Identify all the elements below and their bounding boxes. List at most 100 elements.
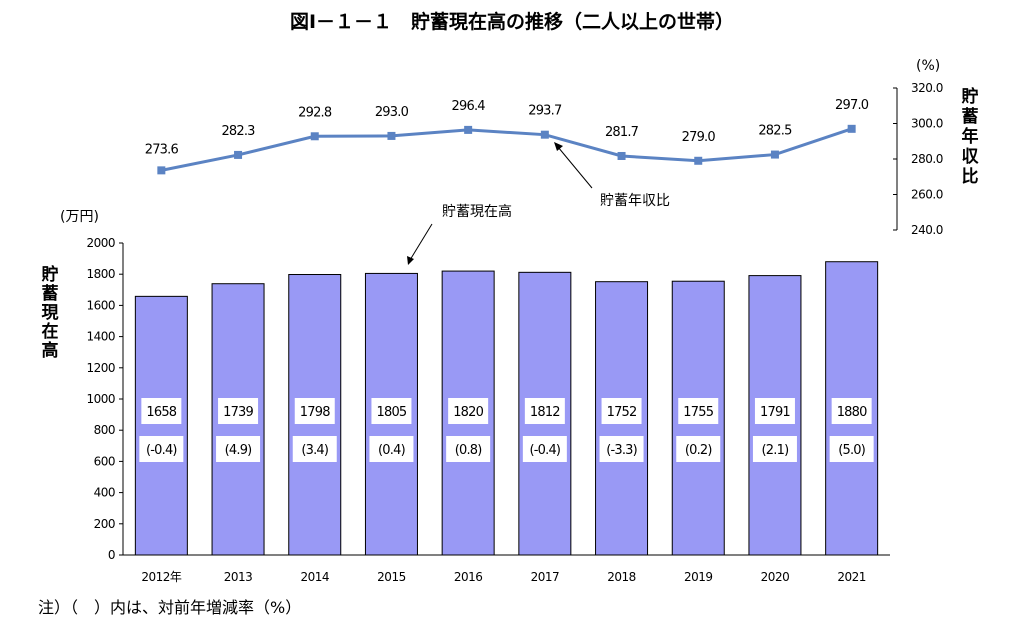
bar-change-label-bg [599, 436, 644, 462]
line-marker [464, 125, 473, 134]
bar-value-label: 1805 [377, 405, 407, 420]
line-y-tick-label: 260.0 [911, 188, 943, 202]
bar-value-label-bg [218, 398, 259, 424]
x-tick-label: 2021 [837, 570, 866, 584]
bar-y-axis-label-char: 現 [42, 303, 59, 323]
bar-y-unit: (万円) [60, 209, 99, 225]
line-y-tick-label: 280.0 [911, 152, 943, 166]
bar-change-label-bg [446, 436, 491, 462]
bar-change-label: (3.4) [301, 443, 328, 458]
bar-value-label-bg [524, 398, 565, 424]
x-tick-label: 2012年 [141, 570, 182, 584]
bar-y-tick-label: 2000 [86, 236, 115, 250]
line-y-tick-label: 300.0 [911, 117, 943, 131]
bar-change-label: (0.2) [685, 443, 712, 458]
bar-value-label: 1752 [607, 405, 637, 420]
bar-value-label: 1820 [453, 405, 483, 420]
x-tick-label: 2017 [531, 570, 560, 584]
bar-y-axis-label-char: 蓄 [42, 283, 59, 304]
bar-y-tick-label: 1000 [86, 392, 115, 406]
bar-change-label: (-0.4) [146, 443, 177, 458]
line-annotation: 貯蓄年収比 [600, 193, 670, 209]
bar-y-tick-label: 800 [94, 423, 115, 437]
bar-change-label: (5.0) [838, 443, 865, 458]
line-annotation-arrowhead [554, 142, 563, 151]
x-tick-label: 2018 [607, 570, 636, 584]
bar-value-label: 1812 [530, 405, 560, 420]
bar-annotation-arrow [409, 223, 433, 261]
x-tick-label: 2016 [454, 570, 483, 584]
bar-change-label: (-0.4) [529, 443, 560, 458]
bar-change-label-bg [216, 436, 261, 462]
line-marker [847, 124, 856, 133]
bar-value-label: 1798 [300, 405, 330, 420]
bar-value-label-bg [294, 398, 335, 424]
line-annotation-arrow [557, 146, 593, 189]
line-y-axis-label-char: 比 [962, 166, 979, 187]
line-marker [234, 150, 243, 159]
bar-change-label-bg [139, 436, 184, 462]
bar-value-label: 1658 [146, 405, 176, 420]
bar-change-label-bg [369, 436, 414, 462]
bar-y-tick-label: 600 [94, 454, 115, 468]
line-value-label: 282.5 [758, 124, 792, 139]
bar-value-label: 1755 [683, 405, 713, 420]
bar-change-label: (4.9) [225, 443, 252, 458]
bar-y-axis-label-char: 高 [42, 340, 59, 361]
bar [134, 295, 188, 556]
bar-change-label-bg [676, 436, 721, 462]
line-y-tick-label: 320.0 [911, 81, 943, 95]
bar-y-tick-label: 400 [94, 486, 115, 500]
line-y-axis-label-char: 年 [962, 126, 979, 147]
bar-change-label: (2.1) [762, 443, 789, 458]
bar-change-label-bg [522, 436, 567, 462]
bar-value-label-bg [141, 398, 182, 424]
x-tick-label: 2014 [300, 570, 329, 584]
x-tick-label: 2020 [761, 570, 790, 584]
x-tick-label: 2013 [224, 570, 253, 584]
line-value-label: 279.0 [682, 130, 716, 145]
bar-y-tick-label: 1600 [86, 298, 115, 312]
bar-value-label-bg [601, 398, 642, 424]
line-y-tick-label: 240.0 [911, 223, 943, 237]
bar-value-label-bg [754, 398, 795, 424]
line-value-label: 293.7 [528, 104, 562, 119]
bar-change-label-bg [752, 436, 797, 462]
bar-y-tick-label: 1200 [86, 361, 115, 375]
bar-value-label-bg [678, 398, 719, 424]
line-marker [694, 156, 703, 165]
bar-y-tick-label: 1800 [86, 267, 115, 281]
x-tick-label: 2015 [377, 570, 406, 584]
line-value-label: 273.6 [145, 142, 179, 157]
line-value-label: 292.8 [298, 105, 332, 120]
line-series [161, 127, 853, 172]
bar-annotation-arrowhead [407, 256, 414, 265]
bar-y-tick-label: 0 [108, 548, 115, 562]
bar-change-label: (0.4) [378, 443, 405, 458]
bar-value-label-bg [371, 398, 412, 424]
line-y-axis-label-char: 収 [962, 147, 980, 167]
line-marker [617, 151, 626, 160]
bar-value-label: 1880 [837, 405, 867, 420]
chart-title: 図Ⅰ－１－１ 貯蓄現在高の推移（二人以上の世帯） [290, 10, 734, 33]
bar-value-label-bg [448, 398, 489, 424]
line-value-label: 281.7 [605, 125, 639, 140]
line-y-axis-label-char: 蓄 [962, 106, 979, 127]
line-value-label: 297.0 [835, 98, 869, 113]
line-marker [387, 131, 396, 140]
line-value-label: 282.3 [221, 124, 255, 139]
line-marker [770, 150, 779, 159]
bar-change-label-bg [829, 436, 874, 462]
line-y-unit: (%) [916, 58, 940, 74]
x-tick-label: 2019 [684, 570, 713, 584]
bar-change-label-bg [292, 436, 337, 462]
bar-value-label-bg [831, 398, 872, 424]
bar-y-tick-label: 200 [94, 517, 115, 531]
bar-y-axis-label-char: 貯 [42, 264, 59, 285]
bar-y-tick-label: 1400 [86, 330, 115, 344]
bar-change-label: (-3.3) [606, 443, 637, 458]
bar-annotation: 貯蓄現在高 [442, 203, 512, 220]
bar-change-label: (0.8) [455, 443, 482, 458]
bar-value-label: 1739 [223, 405, 253, 420]
